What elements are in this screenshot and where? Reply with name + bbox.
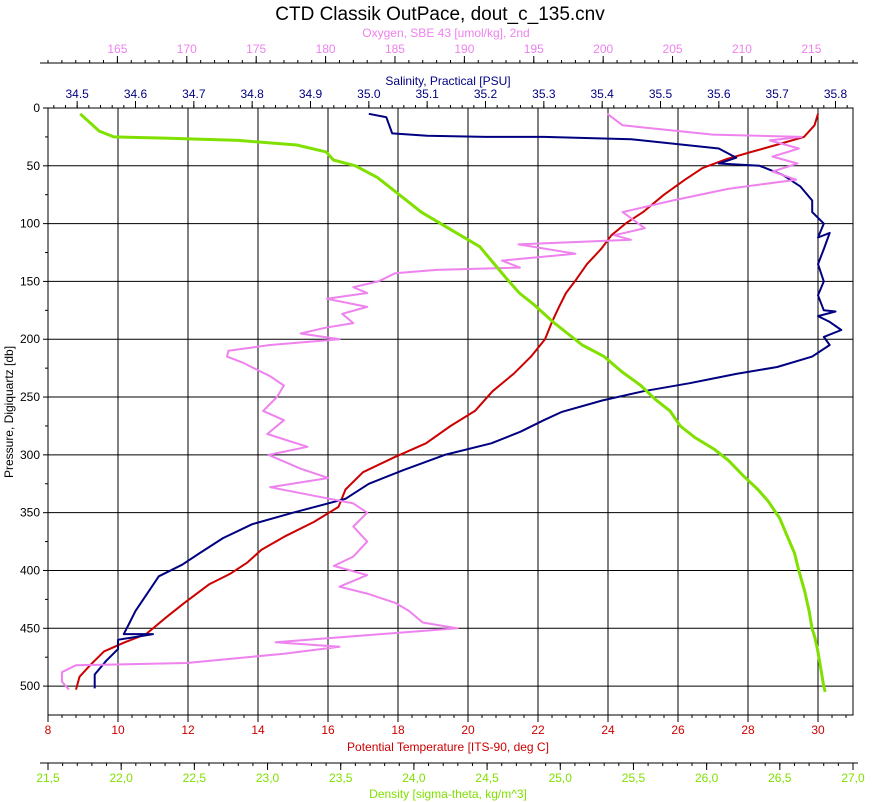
salinity-tick-label: 35.3 [532,87,556,101]
oxygen-tick-label: 165 [107,42,127,56]
density-tick-label: 24,0 [402,771,426,785]
temperature-axis-label: Potential Temperature [ITS-90, deg C] [347,740,549,754]
y-tick-label: 50 [27,159,41,173]
temperature-profile-line [75,113,819,690]
salinity-tick-label: 34.8 [240,87,264,101]
oxygen-axis-label: Oxygen, SBE 43 [umol/kg], 2nd [362,26,529,40]
y-tick-label: 450 [20,621,40,635]
temperature-tick-label: 12 [181,723,195,737]
y-tick-label: 500 [20,679,40,693]
density-tick-label: 22,5 [183,771,207,785]
y-tick-label: 400 [20,563,40,577]
salinity-profile-line [93,112,843,689]
salinity-tick-label: 35.1 [415,87,439,101]
salinity-tick-label: 35.5 [649,87,673,101]
density-tick-label: 24,5 [475,771,499,785]
grid-lines [48,108,853,715]
density-tick-label: 25,5 [622,771,646,785]
salinity-tick-label: 35.6 [707,87,731,101]
salinity-tick-label: 35.2 [474,87,498,101]
temperature-tick-label: 30 [811,723,825,737]
density-tick-label: 26,5 [768,771,792,785]
oxygen-tick-label: 185 [385,42,405,56]
y-tick-label: 250 [20,390,40,404]
density-tick-label: 23,5 [329,771,353,785]
temperature-tick-label: 20 [461,723,475,737]
oxygen-tick-label: 170 [177,42,197,56]
y-tick-label: 150 [20,274,40,288]
axes-group: 0 50 100 150 200 250 300 350 400 450 500 165 170 175 1… [20,42,865,785]
temperature-tick-label: 8 [45,723,52,737]
oxygen-tick-label: 205 [663,42,683,56]
y-tick-label: 100 [20,217,40,231]
oxygen-tick-label: 200 [593,42,613,56]
oxygen-tick-label: 175 [246,42,266,56]
temperature-tick-label: 18 [391,723,405,737]
pressure-axis-label: Pressure, Digiquartz [db] [2,346,16,478]
salinity-axis-label: Salinity, Practical [PSU] [385,74,510,88]
y-tick-label: 200 [20,332,40,346]
density-tick-label: 23,0 [256,771,280,785]
salinity-tick-label: 34.6 [124,87,148,101]
y-tick-label: 300 [20,448,40,462]
density-profile-line [79,112,827,693]
series-group [60,112,843,693]
temperature-tick-label: 14 [251,723,265,737]
density-tick-label: 27,0 [841,771,865,785]
temperature-tick-label: 26 [671,723,685,737]
density-tick-label: 22,0 [110,771,134,785]
salinity-tick-label: 34.9 [299,87,323,101]
salinity-tick-label: 34.7 [182,87,206,101]
salinity-tick-label: 35.0 [357,87,381,101]
y-tick-label: 350 [20,506,40,520]
temperature-tick-label: 10 [111,723,125,737]
oxygen-profile-line [60,113,803,691]
y-tick-label: 0 [33,101,40,115]
temperature-tick-label: 28 [741,723,755,737]
salinity-tick-label: 35.4 [590,87,614,101]
temperature-tick-label: 16 [321,723,335,737]
oxygen-tick-label: 180 [316,42,336,56]
temperature-tick-label: 22 [531,723,545,737]
density-tick-label: 25,0 [549,771,573,785]
density-tick-label: 26,0 [695,771,719,785]
density-axis-label: Density [sigma-theta, kg/m^3] [369,787,527,801]
oxygen-tick-label: 195 [524,42,544,56]
salinity-tick-label: 35.7 [765,87,789,101]
oxygen-tick-label: 190 [454,42,474,56]
oxygen-tick-label: 210 [732,42,752,56]
chart-title: CTD Classik OutPace, dout_c_135.cnv [275,4,605,25]
temperature-tick-label: 24 [601,723,615,737]
oxygen-tick-label: 215 [801,42,821,56]
salinity-tick-label: 34.5 [65,87,89,101]
salinity-tick-label: 35.8 [824,87,848,101]
density-tick-label: 21,5 [36,771,60,785]
